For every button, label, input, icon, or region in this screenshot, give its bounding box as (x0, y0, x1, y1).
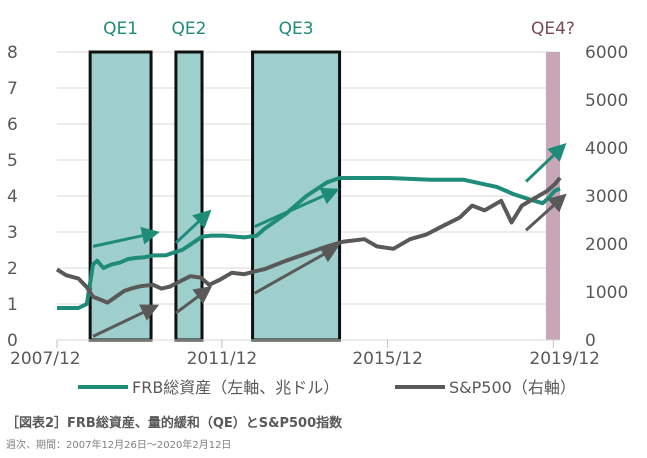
trend-arrow (524, 142, 567, 183)
y-right-tick-label: 0 (585, 331, 596, 351)
frb-assets-line (57, 176, 561, 310)
y-right-tick-label: 3000 (585, 187, 628, 207)
legend: FRB総資産（左軸、兆ドル） S&P500（右軸） (78, 378, 576, 397)
qe-period-label: QE1 (103, 19, 138, 39)
trend-arrow (253, 245, 340, 295)
y-left-tick-label: 3 (7, 223, 18, 243)
series-lines (55, 176, 562, 310)
y-left-tick-label: 5 (7, 151, 18, 171)
trend-arrow (92, 226, 160, 248)
x-tick-label: 2007/12 (10, 349, 81, 369)
x-tick-label: 2011/12 (187, 349, 258, 369)
y-left-tick-label: 1 (7, 295, 18, 315)
y-left-tick-label: 2 (7, 259, 18, 279)
trend-arrows (92, 142, 567, 338)
y-left-tick-label: 8 (7, 43, 18, 63)
legend-label: FRB総資産（左軸、兆ドル） (132, 378, 339, 397)
qe-periods: QE1 QE2 QE3 QE4? (88, 19, 575, 342)
y-right-tick-label: 6000 (585, 43, 628, 63)
y-right-tick-label: 2000 (585, 235, 628, 255)
chart-subcaption: 週次、期間：2007年12月26日～2020年2月12日 (6, 440, 232, 451)
y-right-tick-label: 4000 (585, 139, 628, 159)
trend-arrow (92, 304, 160, 338)
chart: QE1 QE2 QE3 QE4? 0 1 2 3 4 5 6 7 8 0 1000 2000 3000 4000… (7, 19, 628, 397)
qe-period-band (88, 50, 153, 342)
y-left-tick-label: 4 (7, 187, 18, 207)
legend-label: S&P500（右軸） (449, 378, 576, 397)
y-left-tick-label: 7 (7, 79, 18, 99)
axes: 0 1 2 3 4 5 6 7 8 0 1000 2000 3000 4000 5000 6000 2007/1… (7, 43, 628, 369)
trend-arrow (254, 187, 340, 228)
qe-period-label: QE3 (279, 19, 314, 39)
y-left-tick-label: 6 (7, 115, 18, 135)
y-right-tick-label: 1000 (585, 283, 628, 303)
qe-period-label: QE2 (171, 19, 206, 39)
qe-period-label: QE4? (531, 19, 575, 39)
trend-arrow (525, 193, 567, 232)
trend-arrow (174, 209, 212, 244)
y-left-tick-label: 0 (7, 331, 18, 351)
x-tick-label: 2019/12 (529, 349, 600, 369)
chart-caption: ［図表2］FRB総資産、量的緩和（QE）とS&P500指数 (6, 416, 343, 431)
sp500-line (55, 176, 562, 305)
y-right-tick-label: 5000 (585, 91, 628, 111)
trend-arrow (175, 286, 213, 315)
x-tick-label: 2015/12 (352, 349, 423, 369)
